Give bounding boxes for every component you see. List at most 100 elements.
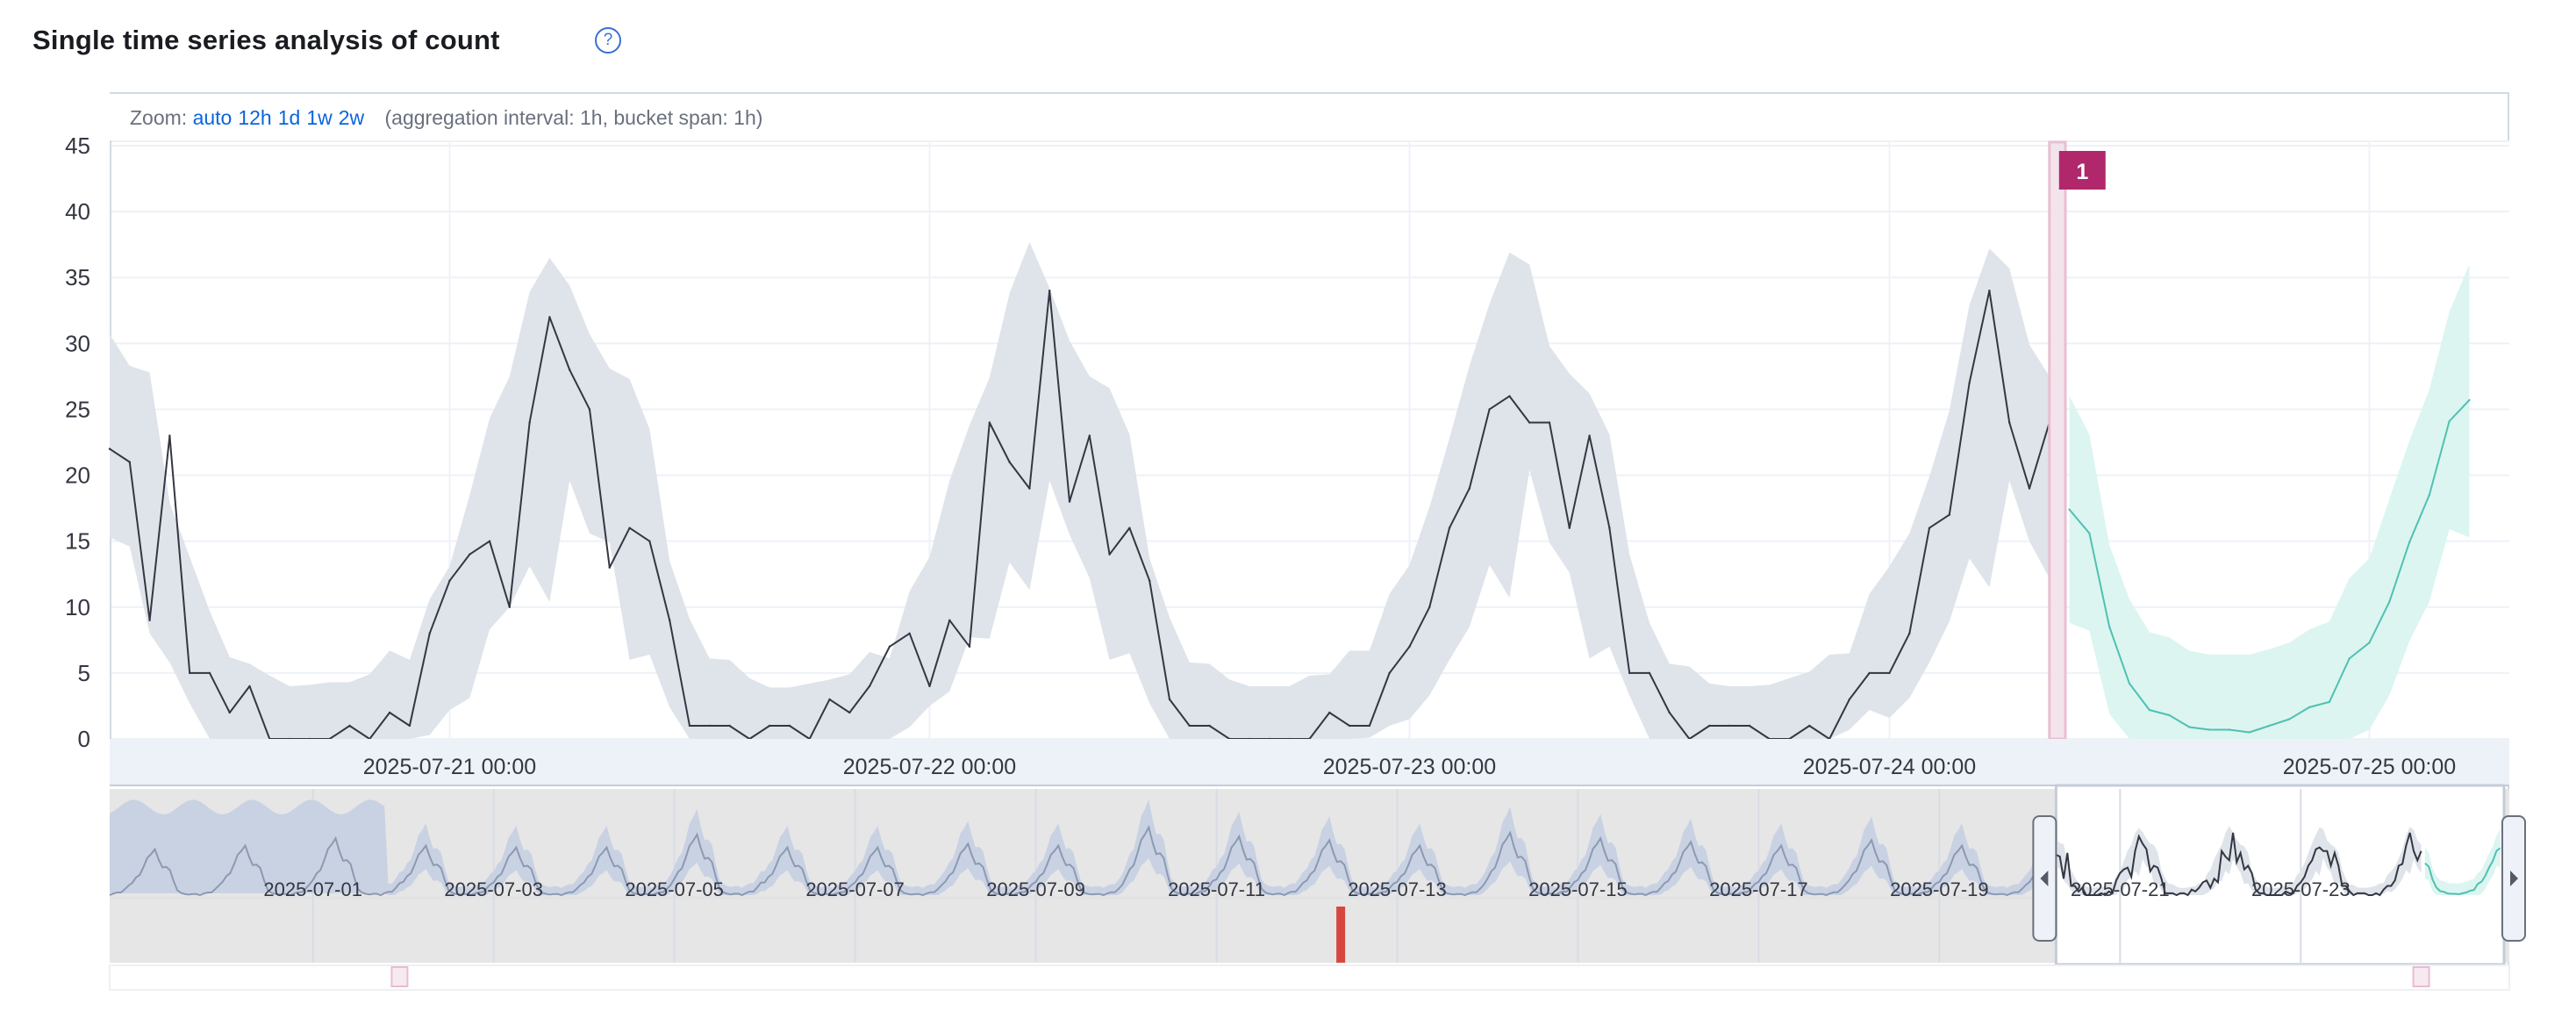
- question-circle-icon[interactable]: ?: [595, 27, 621, 54]
- forecast-point: [2428, 493, 2431, 497]
- forecast-point: [2368, 642, 2371, 644]
- zoom-option-auto[interactable]: auto: [192, 106, 233, 129]
- actual-point: [1068, 500, 1071, 503]
- zoom-option-12h[interactable]: 12h: [238, 106, 272, 129]
- actual-point: [1128, 527, 1131, 529]
- actual-point: [968, 645, 971, 649]
- actual-point: [1408, 645, 1411, 649]
- actual-point: [1808, 724, 1811, 728]
- actual-point: [1328, 711, 1331, 714]
- context-actual-bounds: [2056, 826, 2422, 895]
- actual-point: [1588, 434, 1591, 437]
- annotation-marker[interactable]: [2412, 966, 2430, 987]
- actual-point: [1388, 671, 1391, 675]
- actual-point: [448, 579, 451, 582]
- actual-point: [708, 724, 711, 728]
- context-forecast-line: [2424, 847, 2501, 896]
- y-tick-label: 25: [65, 396, 90, 422]
- actual-point: [1028, 487, 1031, 490]
- context-tick-label: 2025-07-03: [444, 878, 543, 900]
- actual-point: [1568, 527, 1571, 529]
- actual-point: [1868, 671, 1871, 675]
- actual-point: [1748, 724, 1751, 728]
- actual-point: [1108, 553, 1111, 556]
- zoom-option-1d[interactable]: 1d: [277, 106, 301, 129]
- actual-point: [1628, 671, 1631, 675]
- page-title: Single time series analysis of count: [32, 25, 500, 55]
- context-tick-label: 2025-07-07: [805, 878, 905, 900]
- actual-point: [1708, 724, 1711, 728]
- actual-point: [1428, 606, 1431, 608]
- actual-point: [668, 619, 671, 621]
- actual-point: [469, 553, 471, 556]
- actual-point: [688, 724, 691, 728]
- context-tick-label: 2025-07-17: [1709, 878, 1808, 900]
- actual-point: [1088, 434, 1091, 437]
- context-tick-label: 2025-07-23: [2251, 878, 2351, 900]
- forecast-point: [2068, 508, 2071, 511]
- actual-point: [388, 711, 391, 714]
- y-tick-label: 15: [65, 528, 90, 555]
- forecast-point: [2328, 700, 2331, 704]
- forecast-point: [2388, 600, 2391, 603]
- actual-point: [1548, 421, 1551, 424]
- actual-point: [1148, 579, 1151, 582]
- forecast-point: [2348, 657, 2351, 660]
- forecast-point: [2288, 718, 2291, 720]
- actual-point: [948, 619, 951, 621]
- actual-point: [248, 685, 251, 688]
- actual-point: [628, 527, 631, 529]
- zoom-option-2w[interactable]: 2w: [338, 106, 365, 129]
- actual-point: [1848, 698, 1851, 701]
- actual-point: [528, 421, 531, 424]
- anomaly-marker[interactable]: [1336, 907, 1346, 963]
- y-tick-label: 5: [78, 660, 90, 686]
- actual-point: [569, 369, 571, 371]
- actual-point: [908, 632, 911, 635]
- annotation-band[interactable]: [2048, 140, 2067, 741]
- x-axis-band: [110, 739, 2509, 785]
- actual-point: [348, 724, 351, 728]
- actual-point: [848, 711, 851, 714]
- x-tick-label: 2025-07-21 00:00: [363, 755, 536, 779]
- forecast-point: [2448, 419, 2451, 423]
- actual-point: [1508, 395, 1511, 398]
- forecast-point: [2148, 708, 2150, 712]
- actual-point: [1168, 698, 1171, 701]
- actual-point: [768, 724, 771, 728]
- forecast-point: [2268, 724, 2271, 728]
- actual-point: [728, 724, 731, 728]
- actual-point: [1668, 711, 1671, 714]
- annotation-marker[interactable]: [390, 966, 409, 987]
- actual-point: [548, 316, 551, 319]
- actual-point: [188, 671, 191, 675]
- y-tick-label: 20: [65, 462, 90, 489]
- context-tick-label: 2025-07-05: [625, 878, 724, 900]
- actual-point: [108, 448, 111, 450]
- forecast-point: [2168, 713, 2171, 717]
- y-tick-label: 40: [65, 198, 90, 225]
- actual-point: [128, 461, 131, 463]
- x-tick-label: 2025-07-25 00:00: [2283, 755, 2456, 779]
- actual-point: [788, 724, 791, 728]
- x-tick-label: 2025-07-24 00:00: [1803, 755, 1976, 779]
- zoom-controls: Zoom: auto 12h 1d 1w 2w (aggregation interva…: [130, 106, 762, 130]
- actual-point: [408, 724, 411, 728]
- y-tick-label: 0: [78, 726, 90, 752]
- forecast-point: [2207, 728, 2211, 731]
- y-tick-label: 10: [65, 594, 90, 620]
- actual-point: [1208, 724, 1211, 728]
- annotation-label-box[interactable]: [2058, 151, 2106, 190]
- actual-line: [109, 290, 2050, 740]
- actual-point: [488, 540, 491, 542]
- forecast-point: [2308, 706, 2311, 709]
- actual-point: [2028, 487, 2031, 490]
- actual-point: [928, 685, 931, 688]
- x-tick-label: 2025-07-22 00:00: [843, 755, 1016, 779]
- zoom-option-1w[interactable]: 1w: [306, 106, 333, 129]
- actual-point: [1368, 724, 1371, 728]
- forecast-point: [2107, 626, 2111, 628]
- annotation-strip: [109, 964, 2510, 991]
- actual-point: [1448, 527, 1451, 529]
